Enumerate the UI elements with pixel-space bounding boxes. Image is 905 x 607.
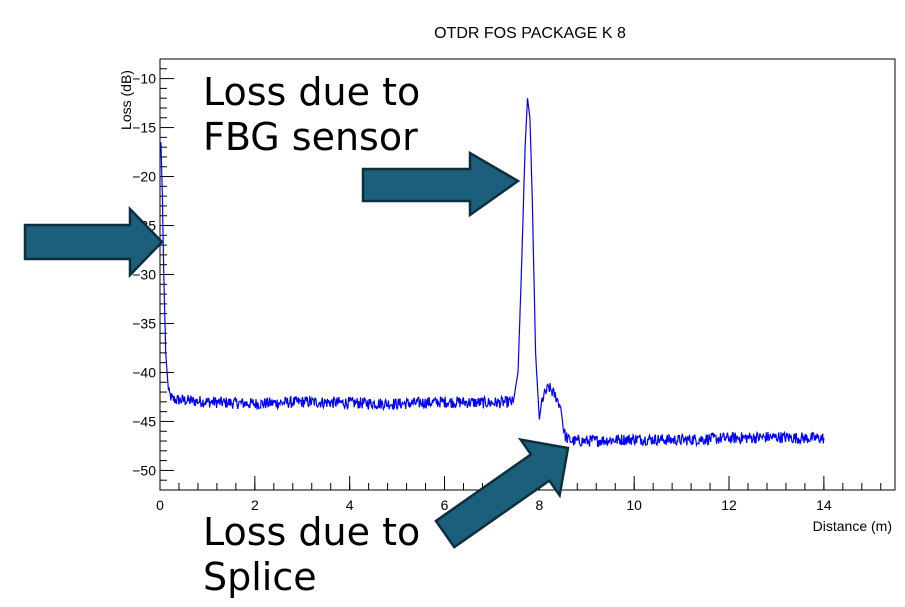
x-tick-label: 2	[251, 497, 259, 513]
x-axis: 0 2 4 6 8 10 12 14	[156, 476, 882, 513]
fbg-annotation-text: Loss due to FBG sensor	[203, 70, 420, 160]
x-tick-label: 0	[156, 497, 164, 513]
fbg-annotation: Loss due to FBG sensor	[203, 70, 420, 160]
y-tick-label: −20	[132, 169, 156, 185]
x-tick-label: 8	[535, 497, 543, 513]
annotation-line: Loss due to	[203, 70, 421, 114]
y-tick-label: −45	[132, 413, 156, 429]
fbg-arrow	[361, 150, 521, 218]
chart-title: OTDR FOS PACKAGE K 8	[434, 25, 626, 42]
loss-series-line	[159, 98, 825, 448]
splice-annotation: Loss due to Splice	[203, 510, 420, 600]
x-tick-label: 14	[816, 497, 832, 513]
y-tick-label: −10	[132, 71, 156, 87]
x-tick-label: 4	[346, 497, 354, 513]
x-axis-title: Distance (m)	[813, 518, 892, 534]
x-tick-label: 12	[721, 497, 737, 513]
splice-annotation-text: Loss due to Splice	[203, 510, 420, 600]
y-tick-label: −50	[132, 462, 156, 478]
annotation-line: FBG sensor	[203, 114, 418, 159]
x-tick-label: 6	[441, 497, 449, 513]
annotation-line: Splice	[203, 554, 317, 599]
y-tick-label: −35	[132, 315, 156, 331]
y-tick-label: −40	[132, 364, 156, 380]
x-tick-label: 10	[626, 497, 642, 513]
y-tick-label: −30	[132, 267, 156, 283]
annotation-line: Loss due to	[203, 510, 421, 554]
connector-arrow	[23, 205, 164, 279]
y-axis-title: Loss (dB)	[118, 70, 134, 130]
y-axis: −50−45−40−35−30−25−20−15−10	[132, 58, 174, 491]
splice-arrow	[434, 437, 570, 549]
y-tick-label: −15	[132, 120, 156, 136]
